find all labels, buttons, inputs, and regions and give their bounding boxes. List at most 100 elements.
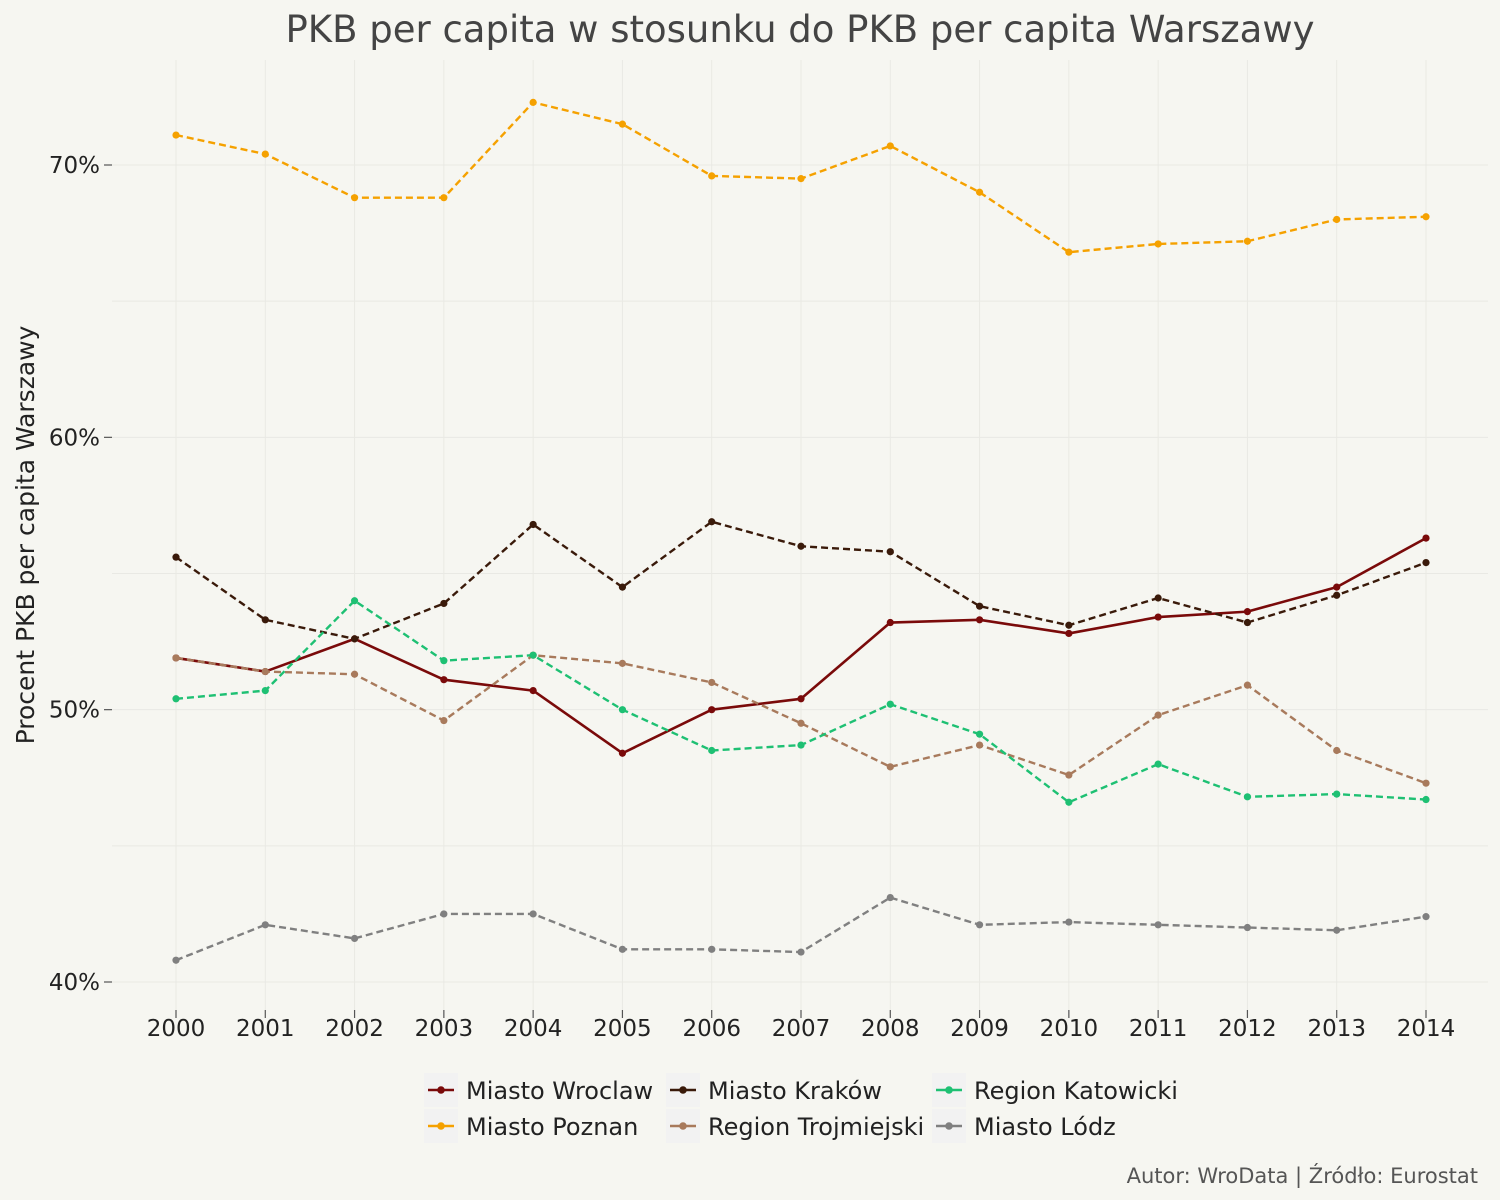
data-point xyxy=(708,678,716,687)
series-region-katowicki xyxy=(172,597,1430,806)
legend-key-point xyxy=(679,1122,687,1130)
x-tick-label: 2010 xyxy=(1040,1016,1099,1042)
data-point xyxy=(1333,591,1341,599)
data-point xyxy=(797,741,805,749)
data-point xyxy=(797,542,805,550)
legend-key-point xyxy=(945,1086,953,1094)
y-tick-label: 50% xyxy=(49,698,100,724)
series-miasto-krak-w xyxy=(172,518,1430,643)
x-axis: 2000 2001 2002 2003 2004 2005 2006 2007 2008 2009… xyxy=(147,1010,1455,1042)
data-point xyxy=(440,599,448,608)
legend-label: Miasto Kraków xyxy=(708,1077,882,1105)
legend-item-miasto-poznan: Miasto Poznan xyxy=(424,1109,638,1143)
data-point xyxy=(1154,240,1162,248)
y-tick-label: 40% xyxy=(49,970,100,996)
data-point xyxy=(261,667,269,676)
data-point xyxy=(529,687,537,695)
series-miasto-poznan xyxy=(172,98,1430,256)
data-point xyxy=(618,120,627,128)
data-point xyxy=(1243,923,1252,932)
data-point xyxy=(618,583,627,591)
data-point xyxy=(708,746,716,755)
chart-caption: Autor: WroData | Źródło: Eurostat xyxy=(1127,1163,1478,1189)
legend: Miasto Wroclaw Miasto Poznan Miasto Kraków… xyxy=(424,1073,1178,1143)
data-point xyxy=(1154,760,1162,768)
data-point xyxy=(975,188,984,196)
data-point xyxy=(618,659,627,667)
data-point xyxy=(172,654,180,662)
series-line-region-trojmiejski xyxy=(175,654,1427,785)
legend-label: Miasto Poznan xyxy=(466,1113,638,1141)
chart-title: PKB per capita w stosunku do PKB per cap… xyxy=(286,8,1315,51)
data-point xyxy=(1065,248,1073,256)
data-point xyxy=(1243,608,1252,616)
legend-item-miasto-wroclaw: Miasto Wroclaw xyxy=(424,1073,653,1107)
data-point xyxy=(975,602,984,610)
legend-item-miasto-l-dz: Miasto Lódz xyxy=(932,1109,1116,1143)
data-point xyxy=(440,194,448,202)
data-point xyxy=(1243,237,1252,245)
data-point xyxy=(1154,711,1162,719)
series-lines xyxy=(172,98,1430,964)
data-point xyxy=(1333,583,1341,591)
legend-label: Miasto Wroclaw xyxy=(466,1077,653,1105)
data-point xyxy=(797,175,805,183)
data-point xyxy=(350,194,359,202)
data-point xyxy=(797,948,805,956)
legend-label: Region Trojmiejski xyxy=(708,1113,924,1141)
x-tick-label: 2000 xyxy=(147,1016,206,1042)
data-point xyxy=(1065,621,1073,629)
data-point xyxy=(529,98,537,106)
data-point xyxy=(529,910,537,918)
data-point xyxy=(886,618,894,627)
data-point xyxy=(172,695,180,703)
data-point xyxy=(1243,681,1252,689)
data-point xyxy=(1065,629,1073,638)
data-point xyxy=(618,945,627,953)
data-point xyxy=(350,635,359,643)
grid xyxy=(112,60,1488,1010)
data-point xyxy=(172,131,180,139)
data-point xyxy=(1422,795,1430,804)
legend-key-point xyxy=(679,1086,687,1094)
y-axis: 40% 50% 60% 70% xyxy=(49,153,112,996)
legend-key-point xyxy=(437,1086,445,1094)
data-point xyxy=(350,934,359,943)
series-miasto-l-dz xyxy=(172,893,1430,964)
data-point xyxy=(440,716,448,725)
x-tick-label: 2003 xyxy=(415,1016,474,1042)
data-point xyxy=(1333,790,1341,798)
data-point xyxy=(1154,594,1162,602)
data-point xyxy=(261,921,269,929)
data-point xyxy=(1333,215,1341,224)
y-tick-label: 60% xyxy=(49,425,100,451)
data-point xyxy=(440,676,448,684)
data-point xyxy=(708,518,716,526)
data-point xyxy=(886,700,894,708)
y-tick-label: 70% xyxy=(49,153,100,179)
data-point xyxy=(975,921,984,929)
data-point xyxy=(886,548,894,556)
data-point xyxy=(618,706,627,714)
data-point xyxy=(1422,559,1430,567)
data-point xyxy=(172,956,180,964)
x-tick-label: 2005 xyxy=(593,1016,652,1042)
series-region-trojmiejski xyxy=(172,651,1430,787)
x-tick-label: 2008 xyxy=(861,1016,920,1042)
data-point xyxy=(1243,618,1252,627)
data-point xyxy=(1422,213,1430,221)
data-point xyxy=(529,520,537,529)
data-point xyxy=(797,719,805,727)
x-tick-label: 2004 xyxy=(504,1016,563,1042)
data-point xyxy=(1422,534,1430,542)
y-axis-label: Procent PKB per capita Warszawy xyxy=(11,325,40,744)
legend-label: Miasto Lódz xyxy=(974,1113,1116,1141)
data-point xyxy=(261,616,269,624)
x-tick-label: 2006 xyxy=(682,1016,741,1042)
data-point xyxy=(1154,921,1162,929)
data-point xyxy=(708,706,716,714)
x-tick-label: 2013 xyxy=(1307,1016,1366,1042)
x-tick-label: 2009 xyxy=(950,1016,1009,1042)
